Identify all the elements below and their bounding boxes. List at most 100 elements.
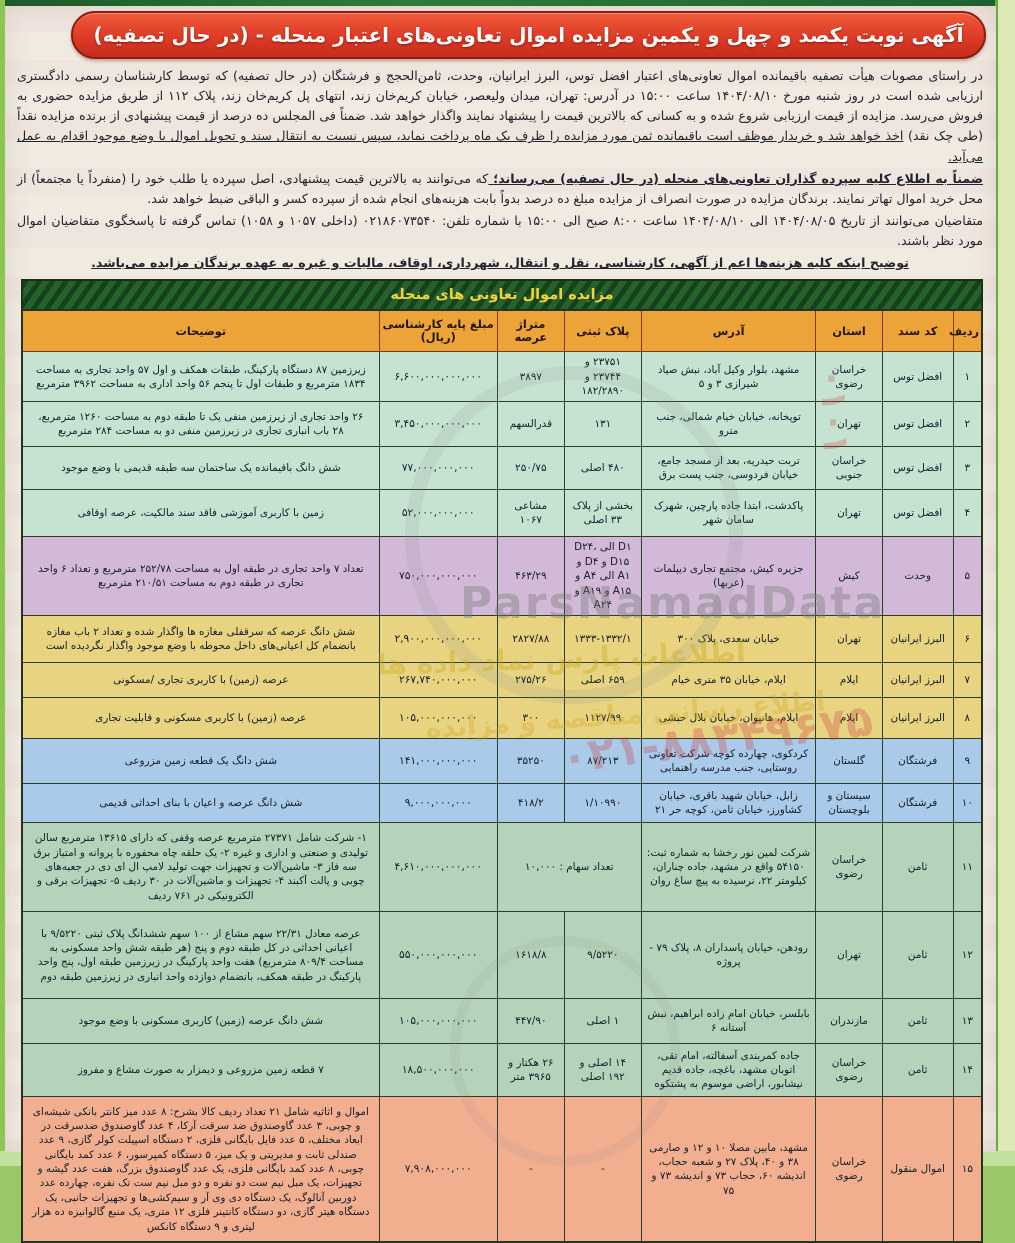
cell-address-row-1: مشهد، بلوار وکیل آباد، نبش صیاد شیرازی ۳… [640, 351, 817, 403]
cell-price-row-13: ۱۰۵,۰۰۰,۰۰۰,۰۰۰ [378, 998, 498, 1045]
cell-address-row-3: تربت حیدریه، بعد از مسجد جامع، خیابان فر… [640, 446, 817, 491]
cell-address-row-8: ایلام، هانیوان، خیابان بلال حبشی [640, 697, 817, 740]
page-edge-right [995, 0, 1015, 1166]
column-header-area: متراژ عرصه [496, 309, 565, 353]
cell-code-row-9: فرشتگان [881, 738, 954, 785]
cell-price-row-8: ۱۰۵,۰۰۰,۰۰۰,۰۰۰ [378, 697, 498, 740]
cell-area-row-3: ۲۵۰/۷۵ [496, 446, 565, 491]
cell-province-row-12: تهران [815, 911, 883, 1000]
intro-segment: اخذ خواهد شد و خریدار موظف است باقیمانده… [17, 128, 983, 164]
intro-paragraph: در راستای مصوبات هیأت تصفیه باقیمانده ام… [17, 66, 983, 167]
cell-province-row-10: سیستان و بلوچستان [815, 783, 883, 824]
cell-area-row-8: ۳۰۰ [496, 697, 565, 740]
cell-plate-row-5: D۱ الی D۲۴، D۱۵ و D۴ و A۱ الی A۴ و A۱۵ و… [563, 536, 642, 617]
cell-price-row-11: ۴,۶۱۰,۰۰۰,۰۰۰,۰۰۰ [378, 822, 498, 913]
notice-title-banner: آگهی نوبت یکصد و چهل و یکمین مزایده اموا… [71, 11, 986, 59]
cell-area-row-12: ۱۶۱۸/۸ [496, 911, 565, 1000]
intro-segment: متقاضیان می‌توانند از تاریخ ۱۴۰۴/۰۸/۰۵ ا… [17, 212, 984, 249]
cell-plate-row-14: ۱۴ اصلی و ۱۹۲ اصلی [563, 1043, 642, 1098]
cell-province-row-9: گلستان [815, 738, 883, 785]
table-row-10: ۱۰ فرشتگان سیستان و بلوچستان زابل، خیابان ش… [21, 783, 983, 824]
cell-num-row-9: ۹ [952, 738, 983, 785]
cell-code-row-6: البرز ایرانیان [881, 615, 954, 664]
cell-area-row-10: ۴۱۸/۲ [496, 783, 565, 824]
cell-address-row-15: مشهد، مابین مصلا ۱۰ و ۱۲ و صارمی ۳۸ و ۴۰… [640, 1096, 817, 1243]
cell-num-row-6: ۶ [952, 615, 983, 664]
cell-num-row-8: ۸ [952, 697, 983, 740]
page-edge-top [0, 0, 1015, 8]
cell-price-row-9: ۱۴۱,۰۰۰,۰۰۰,۰۰۰ [378, 738, 498, 785]
column-header-desc: توضیحات [21, 309, 380, 353]
cell-province-row-3: خراسان جنوبی [815, 446, 883, 491]
cell-desc-row-11: ۱- شرکت شامل ۲۷۳۷۱ مترمربع عرصه وقفی که … [21, 822, 380, 913]
table-row-5: ۵ وحدت کیش جزیره کیش، مجتمع تجاری دیپلمات (… [21, 536, 983, 617]
notice-title: آگهی نوبت یکصد و چهل و یکمین مزایده اموا… [93, 23, 964, 47]
cell-plate-row-2: ۱۳۱ [563, 401, 642, 448]
cell-plate-row-6: ۱۳۳۳-۱۳۳۲/۱ [563, 615, 642, 664]
table-row-8: ۸ البرز ایرانیان ایلام ایلام، هانیوان، خیاب… [21, 697, 983, 740]
cell-price-row-1: ۶,۶۰۰,۰۰۰,۰۰۰,۰۰۰ [378, 351, 498, 403]
cell-num-row-3: ۳ [952, 446, 983, 491]
cell-price-row-14: ۱۸,۵۰۰,۰۰۰,۰۰۰ [378, 1043, 498, 1098]
cell-area-row-6: ۲۸۲۷/۸۸ [496, 615, 565, 664]
cell-area-row-9: ۳۵۲۵۰ [496, 738, 565, 785]
cell-num-row-12: ۱۲ [952, 911, 983, 1000]
table-row-1: ۱ افضل توس خراسان رضوی مشهد، بلوار وکیل آبا… [21, 351, 983, 403]
cell-address-row-14: جاده کمربندی آسفالته، امام تقی، اتوبان م… [640, 1043, 817, 1098]
cell-code-row-8: البرز ایرانیان [881, 697, 954, 740]
cell-address-row-6: خیابان سعدی، پلاک ۳۰۰ [640, 615, 817, 664]
cell-province-row-15: خراسان رضوی [815, 1096, 883, 1243]
cell-price-row-3: ۷۷,۰۰۰,۰۰۰,۰۰۰ [378, 446, 498, 491]
cell-area-row-4: مشاعی ۱۰۶۷ [496, 489, 565, 538]
cell-price-row-15: ۷,۹۰۸,۰۰۰,۰۰۰ [378, 1096, 498, 1243]
cell-num-row-14: ۱۴ [952, 1043, 983, 1098]
intro-segment: که می‌توانند به بالاترین قیمت پیشنهادی، … [17, 170, 983, 206]
table-title: مزایده اموال تعاونی های منحله [390, 287, 614, 304]
cell-plate-row-1: ۲۳۷۵۱ و ۲۳۷۴۴ و ۱۸۲/۲۸۹۰ [563, 351, 642, 403]
column-header-plate: پلاک ثبتی [563, 309, 642, 353]
cell-province-row-8: ایلام [815, 697, 883, 740]
cell-code-row-15: اموال منقول [881, 1096, 954, 1243]
cell-address-row-9: کردکوی، چهارده کوچه شرکت تعاونی روستایی،… [640, 738, 817, 785]
intro-segment: توضیح اینکه کلیه هزینه‌ها اعم از آگهی، ک… [91, 255, 909, 271]
cell-area-row-5: ۴۶۳/۲۹ [496, 536, 565, 617]
table-row-14: ۱۴ ثامن خراسان رضوی جاده کمربندی آسفالته، ا… [21, 1043, 983, 1098]
cell-plate-row-12: ۹/۵۲۲۰ [563, 911, 642, 1000]
cell-code-row-5: وحدت [881, 536, 954, 617]
cell-address-row-2: توپخانه، خیابان خیام شمالی، جنب مترو [640, 401, 817, 448]
cell-province-row-14: خراسان رضوی [815, 1043, 883, 1098]
cell-province-row-11: خراسان رضوی [815, 822, 883, 913]
cell-desc-row-2: ۲۶ واحد تجاری از زیرزمین منفی یک تا طبقه… [21, 401, 380, 448]
cell-desc-row-10: شش دانگ عرصه و اعیان با بنای احداثی قدیم… [21, 783, 380, 824]
cell-address-row-11: شرکت لمین نور رخشا به شماره ثبت: ۵۴۱۵۰ و… [640, 822, 817, 913]
intro-segment: ضمناً به اطلاع کلیه سپرده گذاران تعاونی‌… [488, 170, 983, 186]
intro-text-block: در راستای مصوبات هیأت تصفیه باقیمانده ام… [5, 66, 996, 273]
table-row-6: ۶ البرز ایرانیان تهران خیابان سعدی، پلاک ۳۰… [21, 615, 983, 664]
cell-plate-row-11: تعداد سهام : ۱۰,۰۰۰ [496, 822, 642, 913]
column-header-code: کد سند [881, 309, 954, 353]
table-header-row: ردیف کد سند استان آدرس پلاک ثبتی متراژ عرصه مب… [21, 309, 983, 353]
column-header-price: مبلغ پایه کارشناسی (ریال) [378, 309, 498, 353]
table-row-15: ۱۵ اموال منقول خراسان رضوی مشهد، مابین مصلا… [21, 1096, 983, 1243]
intro-paragraph: توضیح اینکه کلیه هزینه‌ها اعم از آگهی، ک… [17, 253, 983, 273]
cell-desc-row-4: زمین با کاربری آموزشی فاقد سند مالکیت، ع… [21, 489, 380, 538]
cell-price-row-7: ۲۶۷,۷۴۰,۰۰۰,۰۰۰ [378, 662, 498, 699]
cell-num-row-5: ۵ [952, 536, 983, 617]
cell-province-row-6: تهران [815, 615, 883, 664]
table-row-11: ۱۱ ثامن خراسان رضوی شرکت لمین نور رخشا به ش… [21, 822, 983, 913]
cell-code-row-14: ثامن [881, 1043, 954, 1098]
cell-desc-row-14: ۷ قطعه زمین مزروعی و دیمزار به صورت مشاع… [21, 1043, 380, 1098]
table-row-9: ۹ فرشتگان گلستان کردکوی، چهارده کوچه شرکت ت… [21, 738, 983, 785]
intro-paragraph: متقاضیان می‌توانند از تاریخ ۱۴۰۴/۰۸/۰۵ ا… [17, 211, 983, 251]
cell-plate-row-9: ۸۷/۲۱۳ [563, 738, 642, 785]
table-title-bar: مزایده اموال تعاونی های منحله [21, 279, 983, 310]
cell-province-row-13: مازندران [815, 998, 883, 1045]
cell-province-row-2: تهران [815, 401, 883, 448]
auction-table: ردیف کد سند استان آدرس پلاک ثبتی متراژ عرصه مب… [21, 309, 983, 1243]
cell-desc-row-8: عرصه (زمین) با کاربری مسکونی و قابلیت تج… [21, 697, 380, 740]
cell-price-row-5: ۷۵۰,۰۰۰,۰۰۰,۰۰۰ [378, 536, 498, 617]
cell-area-row-1: ۳۸۹۷ [496, 351, 565, 403]
auction-table-section: مزایده اموال تعاونی های منحله ردیف کد سند… [21, 279, 983, 1243]
page-edge-left [0, 0, 5, 1166]
cell-price-row-4: ۵۲,۰۰۰,۰۰۰,۰۰۰ [378, 489, 498, 538]
